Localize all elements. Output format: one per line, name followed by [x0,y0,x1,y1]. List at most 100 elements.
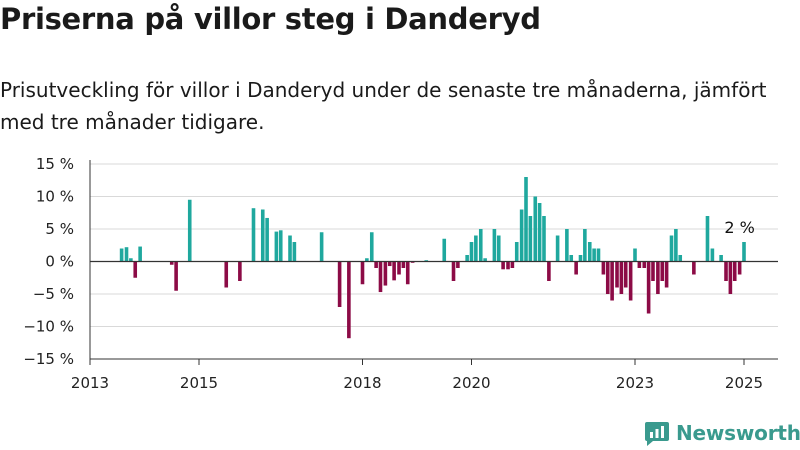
brand-name: Newsworthy [676,421,800,445]
bar [605,261,610,294]
bar [669,235,674,262]
bar [728,261,733,294]
brand-logo: Newsworthy [644,420,800,446]
bar [319,232,324,262]
y-tick-label: 15 % [36,155,74,173]
bar [637,261,642,268]
bar [292,242,297,262]
bar [456,261,460,268]
bar [719,255,723,262]
bar [369,232,374,262]
bar [678,255,683,262]
bar [528,216,533,262]
bar [656,261,660,294]
y-axis-ticks: 15 % 10 % 5 % 0 % −5 % −10 % −15 % [23,155,74,368]
bar [119,248,124,262]
bar [514,242,519,262]
bar [347,261,351,339]
bar [506,261,510,270]
bar [451,261,456,281]
bar [224,261,229,288]
bar [465,255,469,262]
y-tick-label: 10 % [36,188,74,206]
bar [124,247,129,262]
chart-title: Priserna på villor steg i Danderyd [0,2,541,36]
bar [524,177,528,262]
bar [646,261,651,314]
bar [397,261,401,275]
bar [174,261,178,291]
bar [169,261,174,265]
x-tick-label: 2018 [343,374,381,392]
annotations: 2 % [724,218,754,237]
bar [724,261,728,281]
bar [664,261,669,288]
bar [483,258,487,262]
bar [674,229,678,262]
bar [619,261,624,294]
bar [578,255,583,262]
bar [610,261,614,301]
bar [442,238,447,262]
bar [587,242,592,262]
y-tick-label: −15 % [23,350,74,368]
bar [474,235,478,262]
y-tick-label: 5 % [45,220,74,238]
bar [288,235,292,262]
bar [742,242,746,262]
bar [519,209,524,262]
bar [501,261,505,270]
annotation-label: 2 % [724,218,754,237]
bar [710,248,715,262]
chart-subtitle: Prisutveckling för villor i Danderyd und… [0,78,767,134]
bar [129,258,133,262]
bar [533,196,538,262]
bar [383,261,388,286]
bar [565,229,569,262]
bar [133,261,138,278]
bar [574,261,578,275]
bar [583,229,587,262]
bar [615,261,619,288]
axes [89,160,778,360]
bar [360,261,365,285]
y-tick-label: −10 % [23,318,74,336]
bar [732,261,737,281]
x-tick-label: 2023 [616,374,654,392]
bar [251,208,256,262]
bar [187,199,192,262]
bar [478,229,483,262]
x-tick-label: 2025 [725,374,763,392]
bar [660,261,665,281]
bar [633,248,637,262]
bar [378,261,383,293]
bar [537,203,542,262]
bar [365,258,369,262]
bar [496,235,501,262]
bars [119,177,746,339]
bar [274,231,279,262]
bar [265,217,269,262]
x-tick-label: 2020 [452,374,490,392]
bar [592,248,596,262]
bar [260,209,265,262]
bar [623,261,628,288]
x-axis-ticks: 2013 2015 2018 2020 2023 2025 [71,359,763,392]
x-tick-label: 2015 [180,374,218,392]
x-tick-label: 2013 [71,374,109,392]
bar [737,261,742,275]
y-tick-label: −5 % [33,285,74,303]
bar [642,261,647,268]
bar [628,261,633,301]
bar [569,255,574,262]
bar [405,261,410,285]
bar [374,261,378,268]
bar [510,261,515,268]
bar [542,216,546,262]
bar [278,230,283,262]
bar [651,261,655,281]
bar [596,248,601,262]
bar [138,246,142,262]
bar [547,261,551,281]
